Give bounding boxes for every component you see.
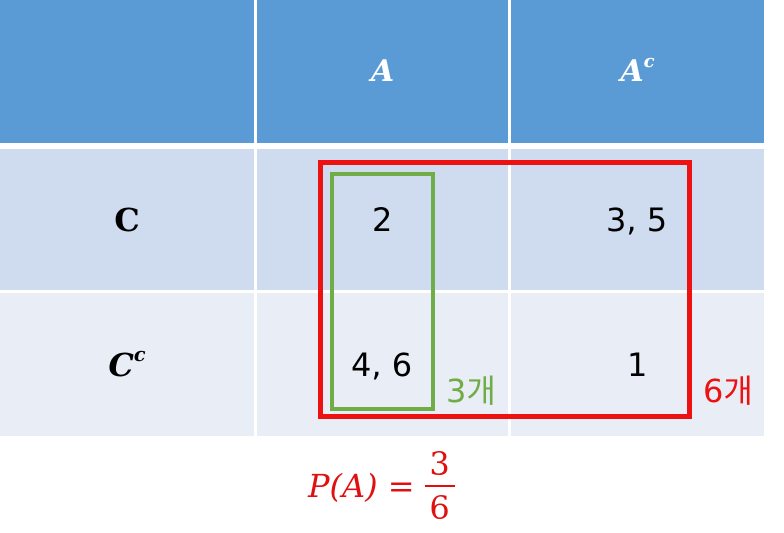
formula-fraction: 3 6 — [424, 445, 455, 527]
row-c-label: C — [114, 200, 140, 239]
header-corner-cell — [0, 0, 254, 143]
cell-cc-ac: 1 — [511, 293, 764, 436]
green-outline-box — [330, 172, 435, 411]
cell-cc-ac-value: 1 — [627, 345, 648, 384]
row-cc-label-cell: Cc — [0, 293, 254, 436]
header-col-a: A — [257, 0, 508, 143]
red-count-label: 6개 — [703, 372, 753, 410]
header-col-ac: Ac — [511, 0, 764, 143]
green-count-label: 3개 — [446, 372, 496, 410]
row-c-label-cell: C — [0, 149, 254, 290]
header-col-ac-label: Ac — [620, 51, 655, 89]
cell-cc-a: 4, 6 — [257, 293, 508, 436]
cell-c-ac-value: 3, 5 — [606, 200, 668, 239]
red-outline-box — [318, 160, 692, 419]
fraction-bar — [424, 485, 455, 487]
formula-numerator: 3 — [429, 445, 450, 483]
probability-formula: P(A) = 3 6 — [308, 441, 455, 531]
cell-cc-a-value: 4, 6 — [351, 345, 413, 384]
row-cc-label: Cc — [108, 342, 146, 384]
formula-denominator: 6 — [429, 489, 450, 527]
header-col-a-label: A — [370, 54, 395, 89]
formula-lhs: P(A) = — [308, 467, 415, 505]
cell-c-ac: 3, 5 — [511, 149, 764, 290]
cell-c-a-value: 2 — [372, 200, 393, 239]
